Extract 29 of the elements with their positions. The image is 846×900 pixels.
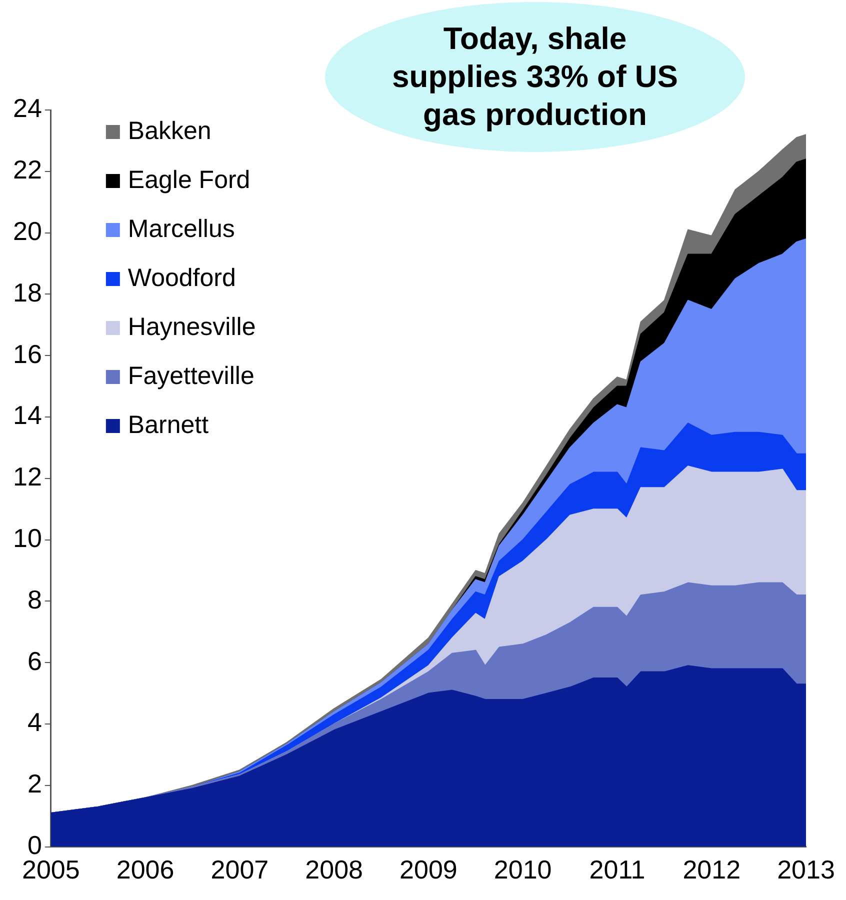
x-tick-label: 2010 xyxy=(494,854,552,885)
y-tick-label: 8 xyxy=(27,584,42,614)
y-tick-label: 6 xyxy=(27,646,42,676)
legend-label: Barnett xyxy=(128,410,209,439)
y-tick-label: 16 xyxy=(13,338,42,369)
x-tick-label: 2009 xyxy=(400,854,458,885)
y-tick-label: 20 xyxy=(13,216,42,246)
legend-label: Fayetteville xyxy=(128,362,254,390)
y-tick-label: 2 xyxy=(27,768,42,799)
legend-label: Haynesville xyxy=(128,312,256,341)
legend-label: Woodford xyxy=(128,264,236,292)
y-tick-label: 12 xyxy=(13,462,42,492)
x-tick-label: 2011 xyxy=(589,854,646,885)
y-tick-label: 24 xyxy=(13,93,42,124)
y-tick-label: 14 xyxy=(13,400,42,430)
x-tick-label: 2013 xyxy=(777,854,835,885)
x-tick-label: 2012 xyxy=(682,854,741,885)
y-tick-label: 10 xyxy=(13,522,42,553)
legend-label: Bakken xyxy=(128,116,212,145)
y-tick-label: 18 xyxy=(13,277,42,308)
y-tick-label: 4 xyxy=(27,707,42,738)
x-tick-label: 2007 xyxy=(210,854,269,885)
legend-label: Marcellus xyxy=(128,214,235,243)
x-tick-label: 2008 xyxy=(305,854,363,885)
callout-bubble: Today, shale supplies 33% of US gas production xyxy=(325,2,745,152)
annotation: Today, shale supplies 33% of US gas production xyxy=(391,20,679,134)
x-tick-label: 2006 xyxy=(116,854,174,885)
y-tick-label: 22 xyxy=(13,154,42,185)
legend-label: Eagle Ford xyxy=(128,166,250,194)
